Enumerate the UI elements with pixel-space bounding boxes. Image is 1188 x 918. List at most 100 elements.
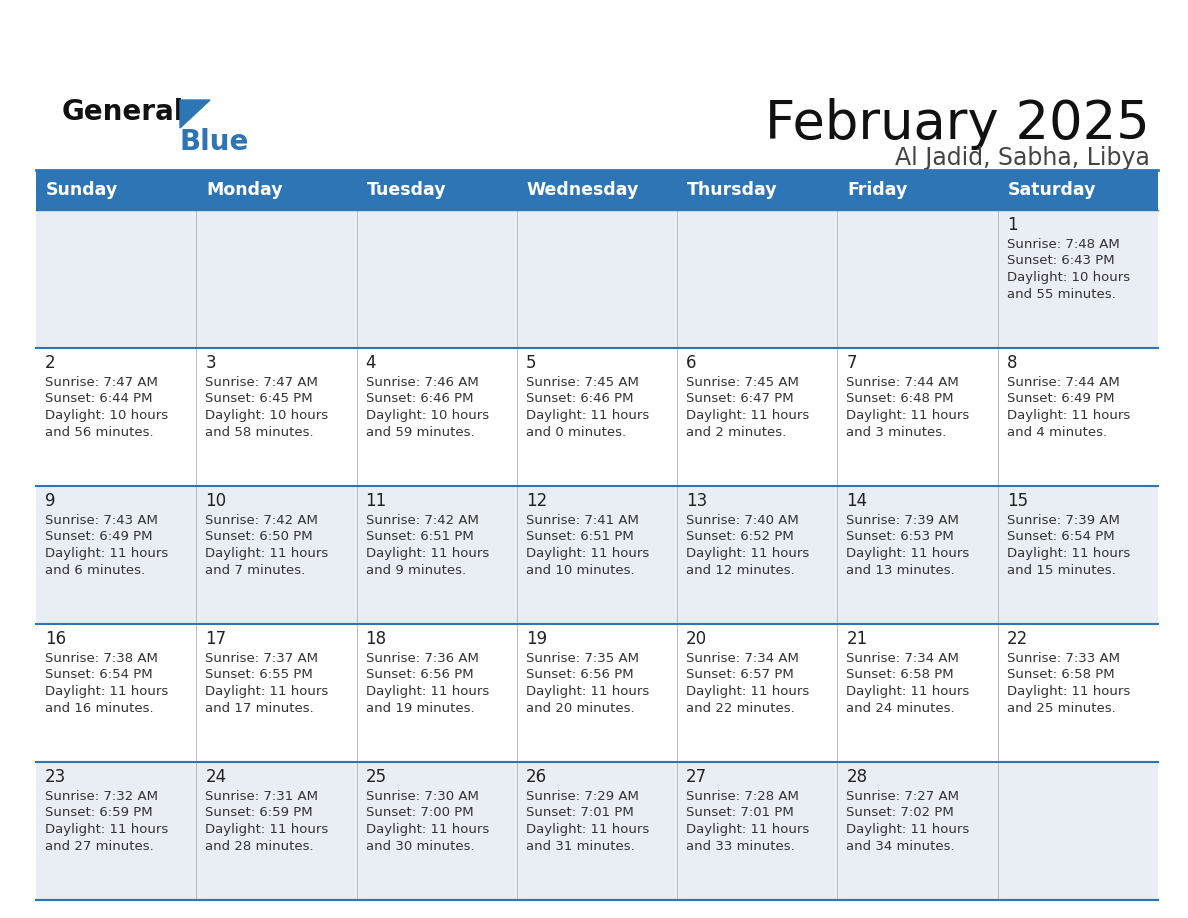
Text: and 28 minutes.: and 28 minutes. [206, 839, 314, 853]
Text: Sunrise: 7:44 AM: Sunrise: 7:44 AM [846, 376, 959, 389]
Text: 18: 18 [366, 630, 387, 648]
Text: Daylight: 11 hours: Daylight: 11 hours [526, 823, 649, 836]
Text: 24: 24 [206, 768, 227, 786]
Text: Sunrise: 7:38 AM: Sunrise: 7:38 AM [45, 652, 158, 665]
Text: Sunrise: 7:31 AM: Sunrise: 7:31 AM [206, 790, 318, 803]
Text: and 59 minutes.: and 59 minutes. [366, 426, 474, 439]
Text: Daylight: 10 hours: Daylight: 10 hours [1006, 271, 1130, 284]
Text: Sunset: 6:49 PM: Sunset: 6:49 PM [45, 531, 152, 543]
Text: 20: 20 [687, 630, 707, 648]
Text: and 55 minutes.: and 55 minutes. [1006, 287, 1116, 300]
Text: Sunset: 7:02 PM: Sunset: 7:02 PM [846, 807, 954, 820]
Text: Sunrise: 7:37 AM: Sunrise: 7:37 AM [206, 652, 318, 665]
Text: Sunrise: 7:36 AM: Sunrise: 7:36 AM [366, 652, 479, 665]
Text: 14: 14 [846, 492, 867, 510]
Text: Daylight: 11 hours: Daylight: 11 hours [526, 685, 649, 698]
Text: Daylight: 11 hours: Daylight: 11 hours [366, 823, 488, 836]
Text: Daylight: 11 hours: Daylight: 11 hours [687, 823, 809, 836]
Text: Sunrise: 7:34 AM: Sunrise: 7:34 AM [846, 652, 959, 665]
Text: General: General [62, 98, 184, 126]
Text: Sunrise: 7:47 AM: Sunrise: 7:47 AM [45, 376, 158, 389]
Text: and 3 minutes.: and 3 minutes. [846, 426, 947, 439]
Text: Daylight: 11 hours: Daylight: 11 hours [206, 823, 329, 836]
Text: 26: 26 [526, 768, 546, 786]
FancyBboxPatch shape [36, 486, 1158, 624]
Text: and 13 minutes.: and 13 minutes. [846, 564, 955, 577]
Text: 19: 19 [526, 630, 546, 648]
Text: Daylight: 11 hours: Daylight: 11 hours [687, 685, 809, 698]
Text: Sunday: Sunday [46, 181, 119, 199]
Text: Sunset: 6:57 PM: Sunset: 6:57 PM [687, 668, 794, 681]
Text: Sunset: 6:46 PM: Sunset: 6:46 PM [366, 393, 473, 406]
Text: Sunset: 6:48 PM: Sunset: 6:48 PM [846, 393, 954, 406]
Text: Daylight: 10 hours: Daylight: 10 hours [206, 409, 328, 422]
Text: and 4 minutes.: and 4 minutes. [1006, 426, 1107, 439]
Text: and 31 minutes.: and 31 minutes. [526, 839, 634, 853]
Text: Daylight: 11 hours: Daylight: 11 hours [526, 409, 649, 422]
Text: Sunrise: 7:29 AM: Sunrise: 7:29 AM [526, 790, 639, 803]
Text: Sunrise: 7:27 AM: Sunrise: 7:27 AM [846, 790, 960, 803]
Text: and 25 minutes.: and 25 minutes. [1006, 701, 1116, 714]
Text: Daylight: 11 hours: Daylight: 11 hours [1006, 409, 1130, 422]
Text: Sunset: 6:58 PM: Sunset: 6:58 PM [846, 668, 954, 681]
Text: Wednesday: Wednesday [526, 181, 639, 199]
Text: Sunset: 6:46 PM: Sunset: 6:46 PM [526, 393, 633, 406]
Text: 13: 13 [687, 492, 707, 510]
Text: February 2025: February 2025 [765, 98, 1150, 150]
Text: and 19 minutes.: and 19 minutes. [366, 701, 474, 714]
Text: Sunset: 6:51 PM: Sunset: 6:51 PM [526, 531, 633, 543]
Text: 22: 22 [1006, 630, 1028, 648]
Text: Sunrise: 7:46 AM: Sunrise: 7:46 AM [366, 376, 479, 389]
Text: Sunrise: 7:28 AM: Sunrise: 7:28 AM [687, 790, 800, 803]
Text: and 10 minutes.: and 10 minutes. [526, 564, 634, 577]
Text: Sunset: 6:53 PM: Sunset: 6:53 PM [846, 531, 954, 543]
Text: Daylight: 11 hours: Daylight: 11 hours [45, 685, 169, 698]
Text: Sunset: 6:52 PM: Sunset: 6:52 PM [687, 531, 794, 543]
Text: Sunset: 6:51 PM: Sunset: 6:51 PM [366, 531, 473, 543]
Text: and 22 minutes.: and 22 minutes. [687, 701, 795, 714]
Text: 10: 10 [206, 492, 227, 510]
Text: and 17 minutes.: and 17 minutes. [206, 701, 314, 714]
Text: Sunrise: 7:30 AM: Sunrise: 7:30 AM [366, 790, 479, 803]
Text: Thursday: Thursday [687, 181, 778, 199]
Text: Daylight: 11 hours: Daylight: 11 hours [846, 547, 969, 560]
Text: and 16 minutes.: and 16 minutes. [45, 701, 153, 714]
Text: and 9 minutes.: and 9 minutes. [366, 564, 466, 577]
Text: 6: 6 [687, 354, 696, 372]
Text: Sunset: 6:45 PM: Sunset: 6:45 PM [206, 393, 312, 406]
Text: Daylight: 11 hours: Daylight: 11 hours [846, 409, 969, 422]
Text: Daylight: 11 hours: Daylight: 11 hours [687, 409, 809, 422]
FancyBboxPatch shape [36, 210, 1158, 348]
Text: Sunset: 6:58 PM: Sunset: 6:58 PM [1006, 668, 1114, 681]
Text: Sunset: 6:50 PM: Sunset: 6:50 PM [206, 531, 312, 543]
Text: 11: 11 [366, 492, 387, 510]
Text: Saturday: Saturday [1007, 181, 1097, 199]
Text: Daylight: 11 hours: Daylight: 11 hours [846, 823, 969, 836]
Text: Daylight: 11 hours: Daylight: 11 hours [366, 685, 488, 698]
Text: Daylight: 11 hours: Daylight: 11 hours [45, 547, 169, 560]
Text: Sunrise: 7:40 AM: Sunrise: 7:40 AM [687, 514, 798, 527]
Text: Sunrise: 7:35 AM: Sunrise: 7:35 AM [526, 652, 639, 665]
Text: Sunrise: 7:41 AM: Sunrise: 7:41 AM [526, 514, 639, 527]
Text: Tuesday: Tuesday [367, 181, 447, 199]
Text: Daylight: 11 hours: Daylight: 11 hours [526, 547, 649, 560]
Text: Sunrise: 7:47 AM: Sunrise: 7:47 AM [206, 376, 318, 389]
Text: 16: 16 [45, 630, 67, 648]
Text: 25: 25 [366, 768, 387, 786]
Text: 5: 5 [526, 354, 536, 372]
Text: Sunset: 6:56 PM: Sunset: 6:56 PM [366, 668, 473, 681]
Text: Sunrise: 7:33 AM: Sunrise: 7:33 AM [1006, 652, 1120, 665]
Text: Sunrise: 7:34 AM: Sunrise: 7:34 AM [687, 652, 800, 665]
FancyBboxPatch shape [36, 170, 1158, 210]
Text: Daylight: 11 hours: Daylight: 11 hours [1006, 547, 1130, 560]
Text: Sunrise: 7:45 AM: Sunrise: 7:45 AM [526, 376, 639, 389]
Text: and 24 minutes.: and 24 minutes. [846, 701, 955, 714]
Text: Sunrise: 7:42 AM: Sunrise: 7:42 AM [206, 514, 318, 527]
Text: 8: 8 [1006, 354, 1017, 372]
Text: Sunset: 7:01 PM: Sunset: 7:01 PM [687, 807, 794, 820]
Text: Sunset: 6:59 PM: Sunset: 6:59 PM [45, 807, 152, 820]
Text: and 34 minutes.: and 34 minutes. [846, 839, 955, 853]
Text: 1: 1 [1006, 216, 1017, 234]
Text: Sunrise: 7:39 AM: Sunrise: 7:39 AM [846, 514, 959, 527]
Text: Daylight: 11 hours: Daylight: 11 hours [206, 547, 329, 560]
